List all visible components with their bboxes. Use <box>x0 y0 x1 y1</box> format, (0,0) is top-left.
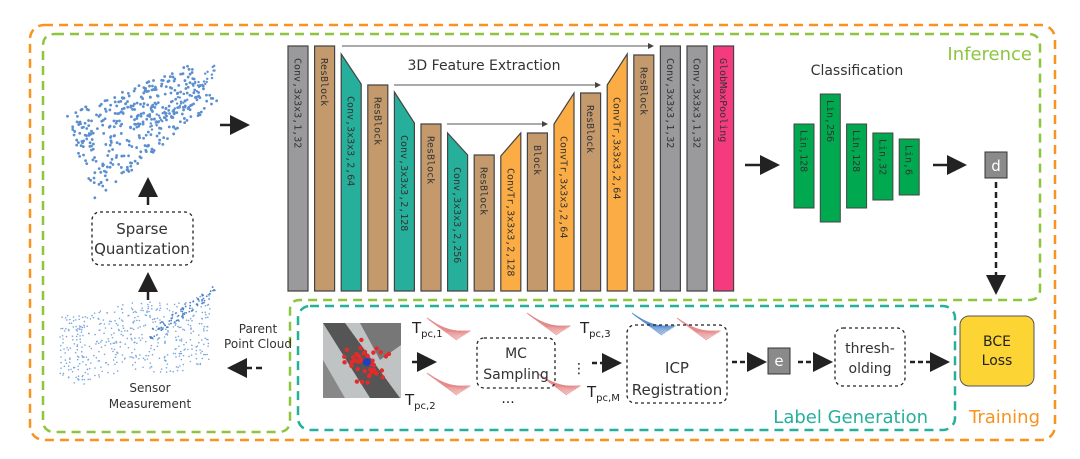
layer-up: ConvTr,3x3x3,2,128 <box>500 131 522 292</box>
tpcM-label: Tpc,M <box>586 383 620 404</box>
sensor-measurement-line2: Measurement <box>109 397 192 411</box>
d-output-box <box>984 151 1008 179</box>
layer-res: ResBlock <box>580 92 602 292</box>
parent-point-cloud-line2: Point Cloud <box>224 337 292 351</box>
layer-res: ResBlock <box>367 84 389 292</box>
layer-res: ResBlock <box>420 123 442 292</box>
inference-region <box>41 32 1042 434</box>
layer-res: Block <box>526 132 548 292</box>
icp-registration-box <box>626 324 728 404</box>
quantized-point-cloud-image <box>66 64 219 200</box>
layer-res: ResBlock <box>314 45 336 292</box>
bce-loss-line1: BCE <box>983 334 1011 350</box>
training-region <box>28 23 1057 442</box>
thresholding-line2: olding <box>849 361 892 377</box>
linear-layer-label: Lin,6 <box>903 145 914 175</box>
layer-label: Conv,3x3x3,1,32 <box>691 58 702 148</box>
linear-layer: Lin,128 <box>846 123 868 209</box>
layer-down: Conv,3x3x3,2,64 <box>340 52 362 292</box>
mc-sampling-box <box>476 337 556 389</box>
linear-layer: Lin,32 <box>872 132 894 201</box>
linear-layer: Lin,6 <box>898 138 920 196</box>
map-patch-image <box>323 323 401 398</box>
layer-label: ResBlock <box>584 105 595 153</box>
layer-down: Conv,3x3x3,2,128 <box>393 89 415 292</box>
layer-label: Conv,3x3x3,2,128 <box>398 135 409 231</box>
pose-point-cloud <box>676 317 721 341</box>
layer-label: ResBlock <box>478 167 489 215</box>
sensor-measurement-line1: Sensor <box>129 381 170 395</box>
layer-conv: Conv,3x3x3,1,32 <box>287 45 309 292</box>
layer-label: ResBlock <box>637 67 648 115</box>
pose-point-cloud <box>631 312 676 336</box>
linear-layer: Lin,128 <box>793 123 815 209</box>
layer-label: ConvTr,3x3x3,2,64 <box>611 97 622 199</box>
inference-label: Inference <box>947 44 1032 65</box>
layer-label: ConvTr,3x3x3,2,64 <box>558 136 569 238</box>
tpc1-label: Tpc,1 <box>411 319 443 340</box>
training-label: Training <box>968 407 1040 428</box>
tpc2-label: Tpc,2 <box>404 391 436 412</box>
layer-label: Conv,3x3x3,1,32 <box>664 58 675 148</box>
bce-loss-line2: Loss <box>982 353 1013 369</box>
layer-label: Conv,3x3x3,2,64 <box>345 96 356 186</box>
ellipsis-horizontal: ... <box>501 391 514 407</box>
linear-layer-label: Lin,256 <box>824 100 835 142</box>
layer-pool: GlobMaxPooling <box>713 45 735 292</box>
layer-up: ConvTr,3x3x3,2,64 <box>553 90 575 292</box>
layer-res: ResBlock <box>633 54 655 292</box>
label-generation-label: Label Generation <box>773 407 928 428</box>
ellipsis-vertical: ⋮ <box>572 361 586 377</box>
feature-extraction-title: 3D Feature Extraction <box>408 58 561 74</box>
layer-label: ResBlock <box>371 97 382 145</box>
d-output-label: d <box>991 157 1001 175</box>
layer-up: ConvTr,3x3x3,2,64 <box>606 51 628 292</box>
layer-res: ResBlock <box>473 154 495 292</box>
e-error-box <box>767 347 791 375</box>
linear-layer-label: Lin,128 <box>850 130 861 172</box>
layer-down: Conv,3x3x3,2,256 <box>447 131 469 292</box>
pose-point-cloud <box>426 372 471 396</box>
layer-label: ResBlock <box>425 136 436 184</box>
sparse-quantization-line1: Sparse <box>116 220 167 238</box>
tpc3-label: Tpc,3 <box>579 319 611 340</box>
label-generation-region <box>296 304 957 432</box>
sparse-quantization-line2: Quantization <box>94 240 190 258</box>
layer-label: Conv,3x3x3,2,256 <box>451 167 462 263</box>
mc-sampling-line1: MC <box>505 346 527 362</box>
layer-conv: Conv,3x3x3,1,32 <box>659 45 681 292</box>
layer-label: ResBlock <box>318 58 329 106</box>
sensor-point-cloud-image <box>59 286 216 385</box>
icp-line2: Registration <box>632 381 722 399</box>
parent-point-cloud-line1: Parent <box>239 322 278 336</box>
classification-title: Classification <box>811 63 904 79</box>
thresholding-line1: thresh- <box>845 341 895 357</box>
pose-point-cloud <box>426 317 471 341</box>
layer-label: Block <box>531 145 542 175</box>
sparse-quantization-box <box>91 211 194 266</box>
mc-sampling-line2: Sampling <box>483 367 549 383</box>
thresholding-box <box>834 327 906 387</box>
layer-label: Conv,3x3x3,1,32 <box>292 58 303 148</box>
layer-label: GlobMaxPooling <box>717 58 728 142</box>
icp-line1: ICP <box>665 359 689 377</box>
e-error-label: e <box>774 352 783 370</box>
layer-conv: Conv,3x3x3,1,32 <box>686 45 708 292</box>
linear-layer-label: Lin,32 <box>876 139 887 175</box>
linear-layer-label: Lin,128 <box>798 130 809 172</box>
bce-loss-box <box>959 315 1035 387</box>
linear-layer: Lin,256 <box>819 93 841 223</box>
pose-point-cloud <box>526 312 571 336</box>
layer-label: ConvTr,3x3x3,2,128 <box>504 168 515 276</box>
